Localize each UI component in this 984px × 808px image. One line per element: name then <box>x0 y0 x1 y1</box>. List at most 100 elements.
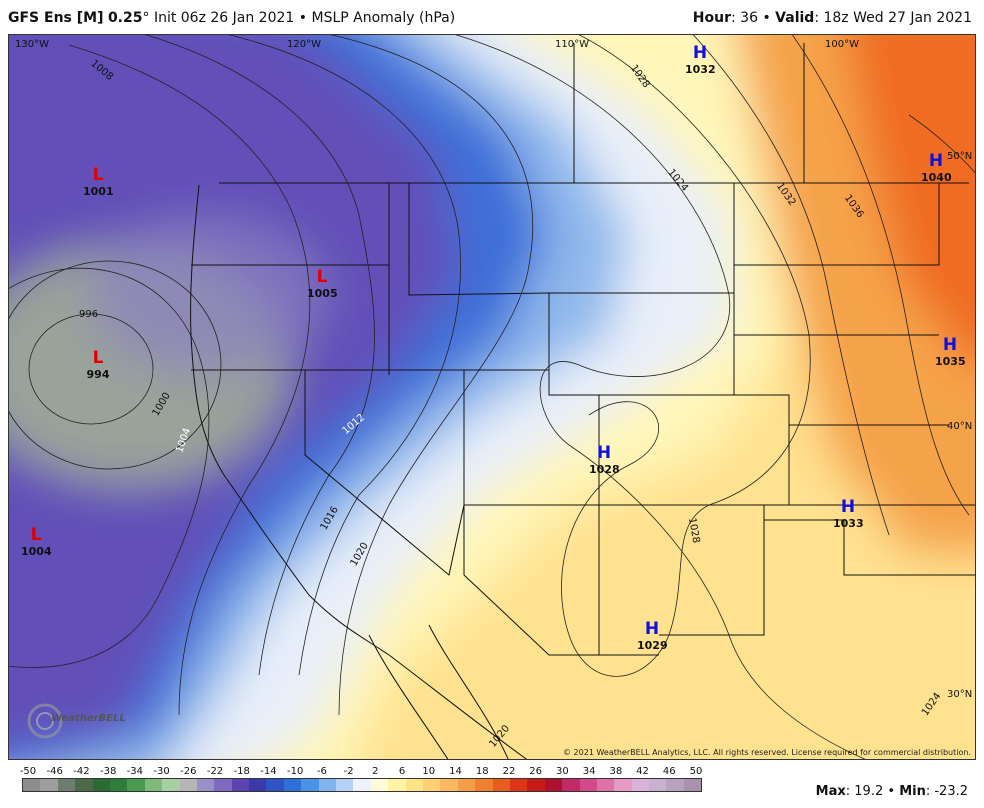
high-center: H 1040 <box>921 151 952 184</box>
colorbar-cell <box>440 779 458 791</box>
colorbar-tick-label: -22 <box>206 766 224 777</box>
low-marker: L <box>92 165 104 185</box>
colorbar-tick-label: -14 <box>260 766 277 777</box>
colorbar-cell <box>179 779 197 791</box>
colorbar-cell <box>370 779 389 791</box>
max-label: Max <box>815 784 846 799</box>
lon-label: 130°W <box>15 39 49 50</box>
hour-value: : 36 <box>731 10 758 26</box>
chart-header: GFS Ens [M] 0.25° Init 06z 26 Jan 2021 •… <box>0 0 984 34</box>
valid-value: : 18z Wed 27 Jan 2021 <box>814 10 972 26</box>
logo-swirl-icon <box>27 703 63 739</box>
isobar-1028 <box>561 35 811 677</box>
colorbar-ticks: -50 -46 -42 -38 -34 -30 -26 -22 -18 -14 -10 -6 -2 2 6 1… <box>20 766 703 778</box>
colorbar-scale <box>22 778 702 792</box>
weatherbell-logo: WeatherBELL <box>23 701 126 743</box>
colorbar-tick-label: 38 <box>609 766 623 777</box>
mslp-anomaly-map <box>9 35 975 759</box>
isobar-996 <box>28 313 154 425</box>
pressure-value: 1033 <box>833 517 864 530</box>
colorbar-cell <box>562 779 580 791</box>
low-center: L 994 <box>83 348 113 381</box>
pressure-value: 1001 <box>83 185 114 198</box>
colorbar-cell <box>457 779 476 791</box>
pressure-value: 1035 <box>935 355 966 368</box>
colorbar-cell <box>75 779 93 791</box>
colorbar-tick-label: 14 <box>449 766 462 777</box>
lon-label: 110°W <box>555 39 589 50</box>
colorbar-tick-label: -18 <box>233 766 250 777</box>
colorbar-cell <box>144 779 163 791</box>
mexico-coast <box>368 624 509 759</box>
colorbar-tick-label: 34 <box>582 766 596 777</box>
max-value: : 19.2 <box>845 784 884 799</box>
colorbar-tick-label: -2 <box>343 766 354 777</box>
high-center: H 1029 <box>637 619 668 652</box>
bullet: • <box>762 10 771 26</box>
colorbar-tick-label: 46 <box>662 766 676 777</box>
low-marker: L <box>30 525 42 545</box>
high-center: H 1028 <box>589 443 620 476</box>
isobar-1008 <box>68 44 311 716</box>
high-marker: H <box>928 151 944 171</box>
lon-label: 120°W <box>287 39 321 50</box>
colorbar-tick-label: -26 <box>180 766 197 777</box>
arizona-nm <box>463 504 765 656</box>
colorbar-cell <box>666 779 684 791</box>
colorbar-tick-label: 22 <box>502 766 516 777</box>
high-marker: H <box>692 43 708 63</box>
nevada <box>304 370 465 576</box>
high-center: H 1033 <box>833 497 864 530</box>
isobar-1020 <box>330 35 533 716</box>
colorbar-cell <box>40 779 58 791</box>
resolution: 0.25 <box>107 10 143 26</box>
colorbar-cell <box>266 779 284 791</box>
colorbar-tick-label: 42 <box>636 766 649 777</box>
copyright-notice: © 2021 WeatherBELL Analytics, LLC. All r… <box>563 748 971 757</box>
colorbar-cell <box>614 779 632 791</box>
pressure-value: 1029 <box>637 639 668 652</box>
colorbar-cell <box>196 779 215 791</box>
map-panel: 130°W 120°W 110°W 100°W 50°N 40°N 30°N 1… <box>8 34 976 760</box>
colorbar-cell <box>283 779 302 791</box>
isobar-1016 <box>228 35 461 676</box>
colorbar-cell <box>596 779 615 791</box>
colorbar-cell <box>23 779 41 791</box>
colorbar-cell <box>336 779 354 791</box>
colorbar-tick-label: 50 <box>689 766 703 777</box>
init-time: Init 06z 26 Jan 2021 <box>153 10 295 26</box>
colorbar-cell <box>301 779 319 791</box>
lat-label: 50°N <box>947 151 973 162</box>
isobar-1040 <box>908 114 975 174</box>
header-valid: Hour: 36 • Valid: 18z Wed 27 Jan 2021 <box>693 10 972 26</box>
isobar-label: 996 <box>79 309 99 320</box>
nebraska-kansas <box>789 424 975 506</box>
min-value: : -23.2 <box>925 784 968 799</box>
colorbar-cell <box>475 779 493 791</box>
colorbar-tick-label: 26 <box>529 766 543 777</box>
coastline-west <box>190 184 528 759</box>
isobar-1032 <box>692 35 890 536</box>
pressure-value: 994 <box>86 368 110 381</box>
colorbar-cell <box>492 779 510 791</box>
pressure-value: 1040 <box>921 171 952 184</box>
colorbar-cell <box>162 779 180 791</box>
low-center: L 1005 <box>307 267 338 300</box>
high-center: H 1035 <box>935 335 966 368</box>
colorbar-tick-label: 6 <box>398 766 406 777</box>
hour-label: Hour <box>692 10 732 26</box>
colorbar-cell <box>249 779 267 791</box>
dakotas <box>733 183 940 336</box>
colorbar-cell <box>422 779 441 791</box>
colorbar-tick-label: -10 <box>287 766 304 777</box>
lat-label: 30°N <box>947 689 973 700</box>
colorbar-cell <box>388 779 406 791</box>
colorbar-tick-label: 10 <box>422 766 436 777</box>
colorbar-cell <box>405 779 423 791</box>
colorbar-cell <box>509 779 528 791</box>
colorbar-cell <box>318 779 337 791</box>
colorbar-tick-label: 30 <box>556 766 569 777</box>
model-name: GFS Ens [M] <box>8 10 104 26</box>
high-marker: H <box>840 497 856 517</box>
isobars <box>9 35 975 759</box>
